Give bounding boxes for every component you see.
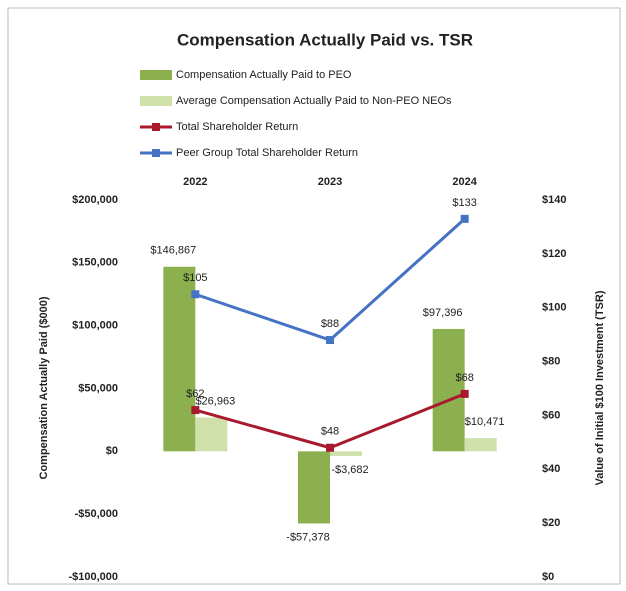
y-tick-label: -$50,000 xyxy=(75,508,118,520)
bar xyxy=(464,438,497,452)
bar xyxy=(298,451,330,524)
line-marker xyxy=(326,443,334,452)
x-tick-label: 2024 xyxy=(452,176,477,188)
y2-axis-label: Value of Initial $100 Investment (TSR) xyxy=(594,290,606,485)
y2-tick-label: $20 xyxy=(542,517,560,529)
data-label: $26,963 xyxy=(195,395,235,407)
line-marker xyxy=(460,389,469,398)
x-tick-label: 2022 xyxy=(183,176,207,188)
legend-marker xyxy=(152,149,160,157)
data-label: $88 xyxy=(321,318,339,330)
legend-label: Total Shareholder Return xyxy=(176,121,298,133)
bar xyxy=(195,417,228,452)
data-label: $68 xyxy=(455,372,473,384)
y2-tick-label: $0 xyxy=(542,571,554,583)
line-marker xyxy=(326,336,334,345)
legend-label: Compensation Actually Paid to PEO xyxy=(176,69,352,81)
bar xyxy=(432,328,465,452)
y-tick-label: $50,000 xyxy=(78,382,118,394)
data-label: -$57,378 xyxy=(286,531,329,543)
bar xyxy=(163,266,196,452)
y-tick-label: $200,000 xyxy=(72,194,118,206)
data-label: $48 xyxy=(321,426,339,438)
y2-tick-label: $100 xyxy=(542,302,566,314)
x-tick-label: 2023 xyxy=(318,176,342,188)
data-label: $10,471 xyxy=(465,416,505,428)
line-marker xyxy=(191,290,200,299)
legend-swatch xyxy=(140,70,172,80)
data-label: $62 xyxy=(186,388,204,400)
y2-tick-label: $60 xyxy=(542,409,560,421)
data-label: $97,396 xyxy=(423,307,463,319)
legend-marker xyxy=(152,123,160,131)
y2-tick-label: $40 xyxy=(542,463,560,475)
legend-swatch xyxy=(140,96,172,106)
y2-tick-label: $140 xyxy=(542,194,566,206)
legend-label: Average Compensation Actually Paid to No… xyxy=(176,95,452,107)
data-label: $133 xyxy=(452,197,476,209)
y-tick-label: $150,000 xyxy=(72,257,118,269)
y-axis-label: Compensation Actually Paid ($000) xyxy=(38,296,50,479)
data-label: -$3,682 xyxy=(331,464,368,476)
legend-label: Peer Group Total Shareholder Return xyxy=(176,147,358,159)
data-label: $105 xyxy=(183,272,207,284)
line-marker xyxy=(460,214,469,223)
chart-title: Compensation Actually Paid vs. TSR xyxy=(177,30,473,49)
y2-tick-label: $120 xyxy=(542,248,566,260)
y-tick-label: $0 xyxy=(106,445,118,457)
data-label: $146,867 xyxy=(150,245,196,257)
y2-tick-label: $80 xyxy=(542,355,560,367)
y-tick-label: $100,000 xyxy=(72,320,118,332)
line-marker xyxy=(191,406,200,415)
y-tick-label: -$100,000 xyxy=(68,571,118,583)
bar xyxy=(330,451,362,456)
